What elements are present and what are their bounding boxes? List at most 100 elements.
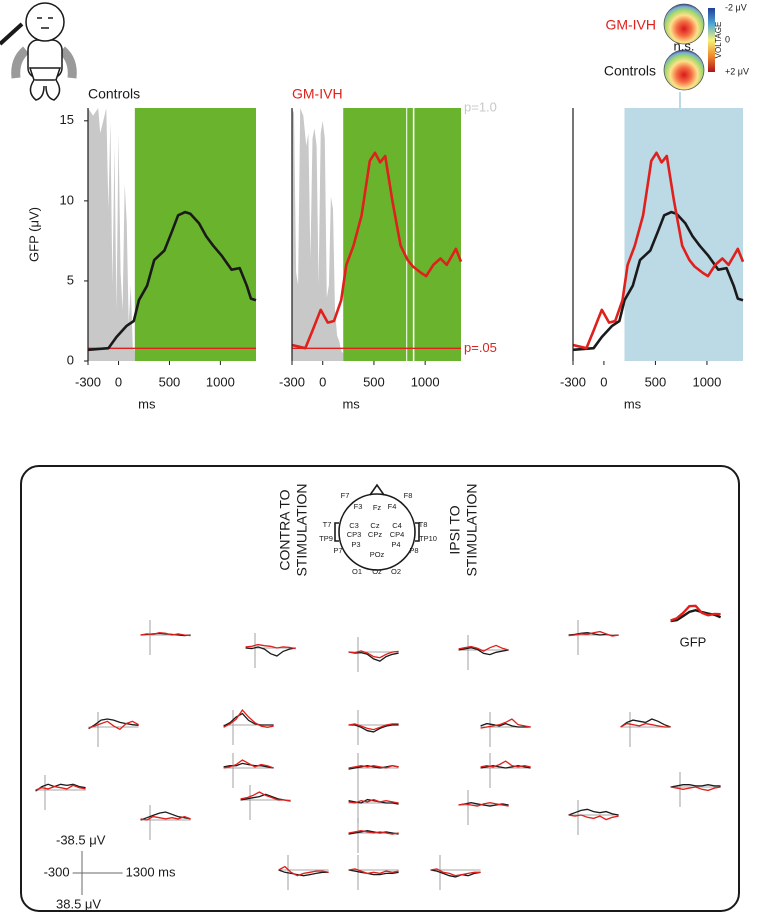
erp-trace xyxy=(278,869,329,877)
erp-trace xyxy=(430,868,481,877)
gfp-line xyxy=(87,210,257,352)
topomap xyxy=(663,49,705,91)
electrode-label: C3 xyxy=(349,521,359,530)
erp-trace xyxy=(348,724,399,733)
erp-trace xyxy=(223,759,274,769)
electrode-label: T7 xyxy=(323,520,332,529)
electrode-label: F7 xyxy=(341,491,350,500)
y-tick-label: 5 xyxy=(67,272,74,287)
y-axis-label: GFP (μV) xyxy=(26,207,41,262)
electrode-label: CP3 xyxy=(347,530,362,539)
electrode-label: P3 xyxy=(351,540,360,549)
erp-trace xyxy=(223,709,274,728)
gfp-line xyxy=(572,210,744,352)
electrode-label: F8 xyxy=(404,491,413,500)
x-tick-label: 0 xyxy=(115,374,122,389)
erp-trace xyxy=(458,802,509,807)
erp-trace xyxy=(480,718,531,729)
erp-trace xyxy=(348,723,399,731)
p-value-area xyxy=(292,108,344,361)
electrode-label: F3 xyxy=(354,502,363,511)
x-tick-label: 500 xyxy=(363,374,385,389)
erp-trace xyxy=(223,712,274,727)
electrode-label: P8 xyxy=(409,546,418,555)
gfp-trace xyxy=(670,604,721,622)
erp-trace xyxy=(458,647,509,656)
electrode-label: P7 xyxy=(333,546,342,555)
gfp-label: GFP xyxy=(680,634,707,649)
head-outline xyxy=(334,483,420,571)
x-tick-label: -300 xyxy=(560,374,586,389)
electrode-panel-frame xyxy=(20,465,740,912)
x-tick-label: 500 xyxy=(645,374,667,389)
erp-trace xyxy=(430,869,481,878)
topomap-group-label: Controls xyxy=(604,63,656,79)
erp-trace xyxy=(620,718,671,728)
electrode-label: C4 xyxy=(392,521,402,530)
x-tick-label: 0 xyxy=(600,374,607,389)
y2-tick-label: p=.05 xyxy=(464,340,497,355)
erp-trace xyxy=(670,784,721,788)
p-value-area xyxy=(88,108,135,361)
x-axis-label: ms xyxy=(138,396,156,411)
erp-trace xyxy=(568,808,619,816)
x-axis-label: ms xyxy=(342,396,360,411)
analysis-window xyxy=(414,108,461,361)
electrode-label: Oz xyxy=(372,567,382,576)
erp-trace xyxy=(35,784,86,791)
panel-title: Controls xyxy=(88,86,140,102)
scale-y-label: -38.5 μV xyxy=(56,832,106,847)
electrode-label: CPz xyxy=(368,530,382,539)
erp-trace xyxy=(35,783,86,792)
x-tick-label: 0 xyxy=(319,374,326,389)
erp-trace xyxy=(348,765,399,769)
analysis-window xyxy=(343,108,407,361)
x-tick-label: -300 xyxy=(279,374,305,389)
electrode-label: T8 xyxy=(419,520,428,529)
erp-trace xyxy=(88,720,139,731)
colorbar-tick-label: +2 μV xyxy=(725,66,749,76)
y-tick-label: 0 xyxy=(67,352,74,367)
colorbar xyxy=(708,8,715,72)
electrode-label: POz xyxy=(370,550,385,559)
electrode-label: CP4 xyxy=(390,530,405,539)
y2-tick-label: p=1.0 xyxy=(464,99,497,114)
erp-trace xyxy=(140,632,191,637)
contra-label: CONTRA TO xyxy=(277,489,293,570)
electrode-label: TP10 xyxy=(419,534,437,543)
analysis-window xyxy=(134,108,256,361)
contra-label: STIMULATION xyxy=(294,483,310,576)
scale-y-label: 38.5 μV xyxy=(56,896,101,911)
erp-trace xyxy=(620,722,671,728)
topomap xyxy=(663,3,705,45)
erp-trace xyxy=(458,644,509,652)
erp-trace xyxy=(480,722,531,728)
erp-trace xyxy=(348,869,399,876)
electrode-label: Cz xyxy=(370,521,379,530)
x-axis-label: ms xyxy=(624,396,642,411)
erp-trace xyxy=(348,830,399,835)
analysis-window xyxy=(407,108,413,361)
erp-trace xyxy=(568,814,619,821)
electrode-label: Fz xyxy=(373,503,382,512)
colorbar-tick-label: -2 μV xyxy=(725,2,747,12)
erp-trace xyxy=(348,868,399,875)
electrode-label: O1 xyxy=(352,567,362,576)
erp-trace xyxy=(568,630,619,637)
y-tick-label: 15 xyxy=(60,112,74,127)
electrode-label: TP9 xyxy=(319,534,333,543)
gfp-line xyxy=(291,151,463,350)
scale-x-label: 1300 ms xyxy=(126,864,176,879)
erp-trace xyxy=(140,815,191,821)
erp-trace xyxy=(348,830,399,835)
comparison-label: n.s. xyxy=(674,38,695,53)
topomap-group-label: GM-IVH xyxy=(605,17,656,33)
ipsi-label: IPSI TO xyxy=(447,505,463,554)
electrode-label: O2 xyxy=(391,567,401,576)
erp-trace xyxy=(480,760,531,768)
x-tick-label: -300 xyxy=(75,374,101,389)
gfp-line xyxy=(572,151,745,350)
erp-trace xyxy=(245,646,296,657)
